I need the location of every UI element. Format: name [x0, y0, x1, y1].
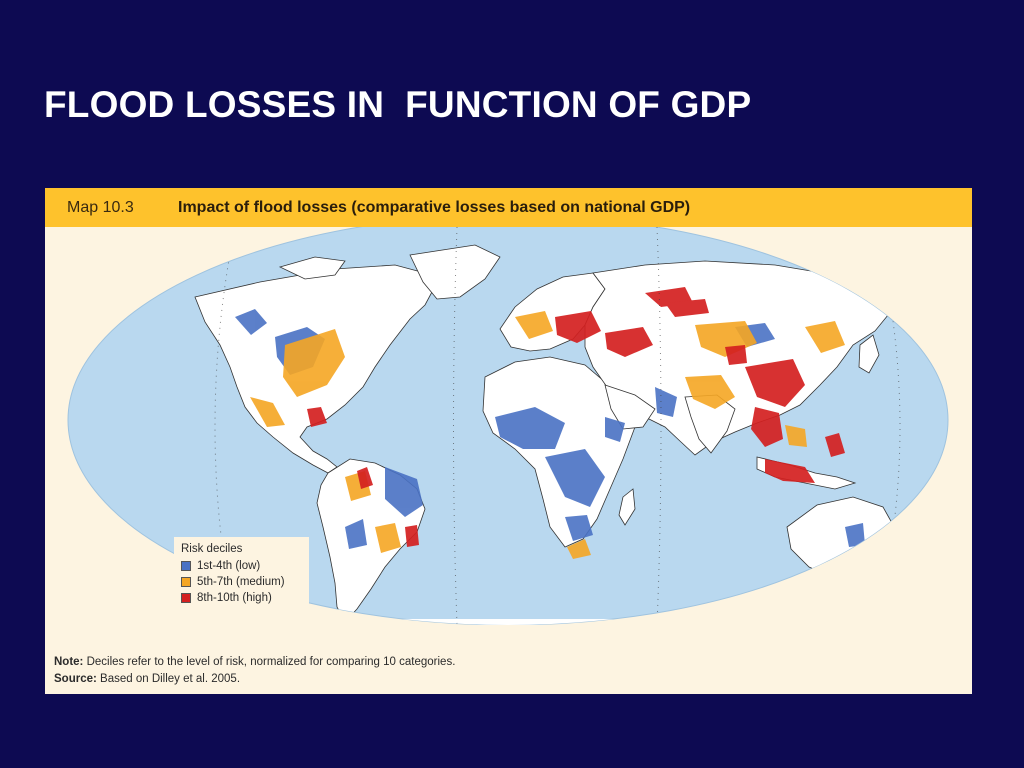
africa — [482, 356, 636, 548]
slide-title: FLOOD LOSSES IN FUNCTION OF GDP — [44, 84, 752, 125]
arabian-peninsula — [604, 384, 656, 430]
greenland — [409, 244, 501, 300]
source-label: Source: — [54, 673, 97, 685]
antarctica — [105, 619, 905, 625]
legend-label-low: 1st-4th (low) — [197, 560, 261, 572]
japan — [858, 334, 880, 374]
note-line: Note: Deciles refer to the level of risk… — [54, 654, 455, 671]
legend-swatch-medium — [181, 577, 191, 587]
risk-high-regions — [307, 287, 845, 547]
new-zealand — [924, 558, 938, 590]
map-header-bar: Map 10.3 Impact of flood losses (compara… — [45, 188, 972, 227]
arctic-islands — [278, 256, 346, 280]
map-number: Map 10.3 — [67, 198, 134, 216]
figure-notes: Note: Deciles refer to the level of risk… — [54, 654, 455, 688]
legend-item-low: 1st-4th (low) — [181, 560, 260, 572]
world-map: Risk deciles 1st-4th (low) 5th-7th (medi… — [45, 227, 972, 625]
map-title: Impact of flood losses (comparative loss… — [178, 198, 691, 216]
source-text: Based on Dilley et al. 2005. — [96, 673, 241, 685]
legend-item-medium: 5th-7th (medium) — [181, 576, 285, 588]
legend-label-high: 8th-10th (high) — [197, 592, 272, 604]
legend-title: Risk deciles — [181, 543, 243, 555]
map-legend: Risk deciles 1st-4th (low) 5th-7th (medi… — [174, 537, 309, 615]
risk-medium-regions — [250, 311, 845, 559]
note-label: Note: — [54, 656, 84, 668]
graticule — [214, 227, 901, 625]
source-line: Source: Based on Dilley et al. 2005. — [54, 671, 455, 688]
legend-item-high: 8th-10th (high) — [181, 592, 272, 604]
legend-swatch-low — [181, 561, 191, 571]
map-figure: Map 10.3 Impact of flood losses (compara… — [45, 188, 972, 694]
world-map-svg — [67, 227, 949, 625]
legend-swatch-high — [181, 593, 191, 603]
legend-label-medium: 5th-7th (medium) — [197, 576, 285, 588]
madagascar — [618, 488, 636, 526]
note-text: Deciles refer to the level of risk, norm… — [83, 656, 456, 668]
